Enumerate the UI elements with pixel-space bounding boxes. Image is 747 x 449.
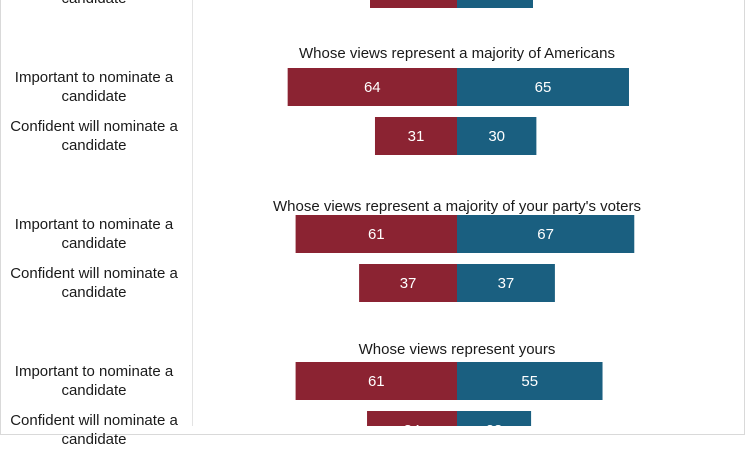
bar-left-value: 61 xyxy=(368,373,385,390)
row-label: Important to nominate a candidate xyxy=(14,69,174,105)
section-title: Whose views represent a majority of your… xyxy=(273,198,641,215)
bar-right xyxy=(457,117,537,155)
bar-right-value: 30 xyxy=(488,128,505,145)
row-label: Important to nominate a candidate xyxy=(14,216,174,252)
bar-left xyxy=(359,264,457,302)
bar-left-value: 61 xyxy=(368,226,385,243)
bar-left xyxy=(374,117,457,155)
bar-right-value: 55 xyxy=(521,373,538,390)
bar-right xyxy=(457,0,533,8)
row-label: Confident will nominate a candidate xyxy=(10,265,178,301)
bar-right-value: 28 xyxy=(486,422,503,426)
bar-left-value: 31 xyxy=(408,128,425,145)
section-title: Whose views represent yours xyxy=(358,341,556,358)
bar-left xyxy=(295,362,457,400)
bar-left-value: 64 xyxy=(364,79,381,96)
bar-right xyxy=(457,411,532,426)
bar-right xyxy=(457,264,555,302)
bar-right xyxy=(457,215,635,253)
row-label: Confident will nominate a candidate xyxy=(0,0,188,8)
bar-left xyxy=(367,411,457,426)
bar-left xyxy=(287,68,457,106)
bar-left xyxy=(295,215,457,253)
bar-left-value: 34 xyxy=(404,422,421,426)
row-label: Confident will nominate a candidate xyxy=(10,118,178,154)
bar-right-value: 37 xyxy=(498,275,515,292)
bar-right xyxy=(457,362,603,400)
bar-left-value: 37 xyxy=(400,275,417,292)
bar-right xyxy=(457,68,629,106)
bar-right-value: 65 xyxy=(535,79,552,96)
label-column-divider xyxy=(192,0,193,426)
row-label: Important to nominate a candidate xyxy=(14,363,174,399)
section-title: Whose views represent a majority of Amer… xyxy=(299,45,615,62)
bar-right-value: 67 xyxy=(537,226,554,243)
bar-left xyxy=(370,0,457,8)
diverging-bar-chart: 64 65 31 30 61 67 37 37 61 55 34 28 xyxy=(287,0,635,426)
